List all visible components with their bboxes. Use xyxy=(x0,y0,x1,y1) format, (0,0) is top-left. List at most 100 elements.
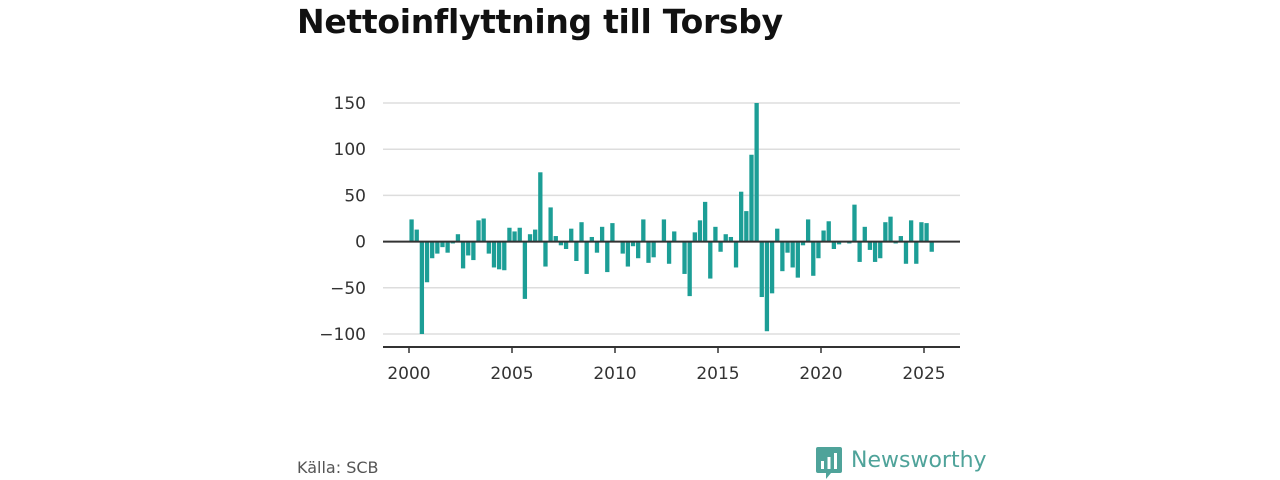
y-tick-label: 50 xyxy=(344,186,366,206)
bar xyxy=(811,241,816,276)
bar xyxy=(666,241,672,264)
bar xyxy=(553,236,558,242)
bar xyxy=(749,154,754,242)
bar xyxy=(512,231,517,242)
bar xyxy=(646,241,651,263)
bar xyxy=(728,236,734,242)
bar xyxy=(471,241,476,261)
bar xyxy=(831,241,837,249)
bar xyxy=(419,241,425,334)
bar xyxy=(496,241,502,270)
bar xyxy=(625,241,631,267)
bar xyxy=(739,191,744,242)
bar xyxy=(574,241,579,261)
bar xyxy=(821,230,826,242)
bar xyxy=(651,241,656,258)
bar xyxy=(579,222,584,242)
x-tick-label: 2000 xyxy=(387,364,430,384)
source-note: Källa: SCB xyxy=(297,458,379,477)
bar xyxy=(718,241,723,252)
brand-name: Newsworthy xyxy=(851,448,987,473)
bar xyxy=(754,103,759,242)
bar xyxy=(687,241,692,297)
bar xyxy=(409,219,414,242)
bar xyxy=(878,241,883,259)
x-tick-label: 2025 xyxy=(902,364,945,384)
x-tick-label: 2020 xyxy=(799,364,842,384)
bar xyxy=(903,241,909,264)
bar xyxy=(445,241,450,253)
bar xyxy=(713,226,718,242)
y-tick-label: 100 xyxy=(334,140,366,160)
bar xyxy=(527,234,533,242)
bar xyxy=(888,216,893,242)
bar xyxy=(435,241,440,254)
bar xyxy=(898,236,903,242)
y-tick-label: 0 xyxy=(355,233,366,253)
bar-series xyxy=(409,103,934,334)
bar xyxy=(476,220,481,242)
bar xyxy=(641,219,646,242)
bar xyxy=(908,220,914,242)
x-tick-label: 2005 xyxy=(490,364,533,384)
bar xyxy=(599,226,605,242)
axes xyxy=(383,240,960,353)
bar xyxy=(466,241,471,256)
bar xyxy=(780,241,785,272)
bar xyxy=(507,227,512,242)
bar xyxy=(862,226,867,242)
y-tick-label: 150 xyxy=(334,94,366,114)
bar xyxy=(697,220,703,242)
bar xyxy=(805,219,811,242)
bar xyxy=(440,241,445,248)
bar xyxy=(759,241,764,298)
bar xyxy=(816,241,821,259)
bar xyxy=(538,172,543,242)
x-tick-label: 2015 xyxy=(696,364,739,384)
bar xyxy=(919,222,924,242)
x-tick-label: 2010 xyxy=(593,364,636,384)
bar xyxy=(491,241,497,268)
bar xyxy=(708,241,713,279)
bar xyxy=(563,241,569,249)
bar xyxy=(872,241,878,262)
bar xyxy=(775,228,780,242)
bar xyxy=(481,218,486,242)
bar xyxy=(424,241,430,283)
bar xyxy=(692,232,697,242)
bar xyxy=(826,221,831,242)
bar xyxy=(672,231,677,242)
bar xyxy=(517,227,522,242)
bar xyxy=(682,241,687,274)
bar xyxy=(800,241,806,246)
chart-title: Nettoinflyttning till Torsby xyxy=(297,2,783,41)
y-tick-label: −100 xyxy=(319,325,366,345)
brand-logo[interactable]: Newsworthy xyxy=(815,446,987,480)
bar xyxy=(605,241,610,273)
bar xyxy=(548,207,553,242)
bar xyxy=(455,234,461,242)
bar xyxy=(785,241,790,253)
y-tick-label: −50 xyxy=(330,279,366,299)
bar xyxy=(790,241,795,268)
bar xyxy=(836,241,842,245)
bar xyxy=(867,241,873,250)
bar xyxy=(630,241,636,247)
bar xyxy=(744,211,749,242)
bar xyxy=(533,229,538,242)
bar xyxy=(636,241,641,259)
bar xyxy=(702,201,708,242)
bar xyxy=(430,241,435,259)
bar xyxy=(460,241,466,269)
bar xyxy=(723,234,728,242)
bar xyxy=(589,236,594,242)
bar xyxy=(857,241,862,262)
bar xyxy=(486,241,491,254)
bar xyxy=(852,204,857,242)
bar xyxy=(769,241,775,294)
bar xyxy=(914,241,919,264)
bar xyxy=(610,223,615,242)
bar xyxy=(584,241,589,274)
bar xyxy=(594,241,600,253)
